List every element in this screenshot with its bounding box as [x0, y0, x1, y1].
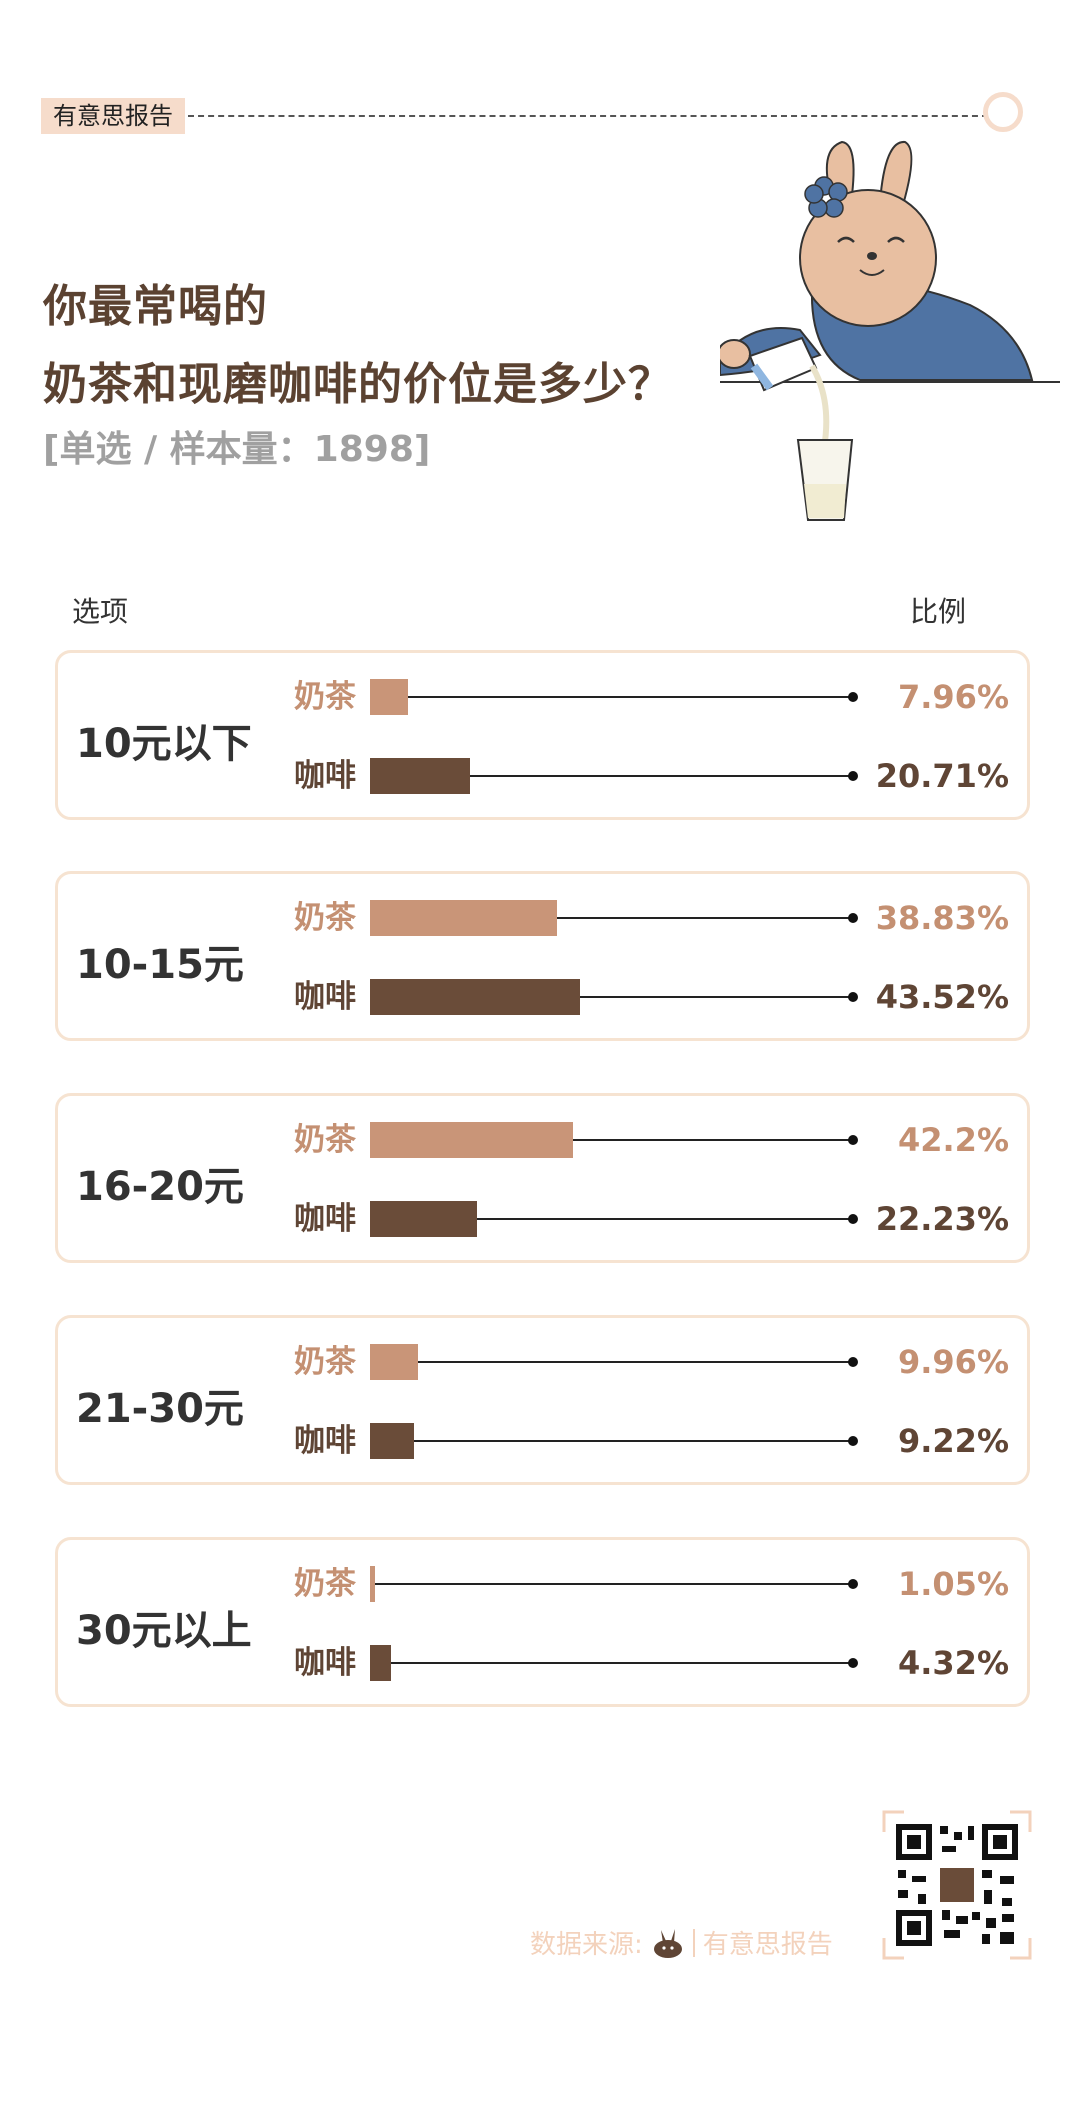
track-end-dot — [848, 913, 858, 923]
category-panel: 10元以下 奶茶 7.96% 咖啡 20.71% — [55, 650, 1030, 820]
category-panel: 10-15元 奶茶 38.83% 咖啡 43.52% — [55, 871, 1030, 1041]
value-label: 38.83% — [875, 899, 1009, 937]
bar-row-coffee: 咖啡 9.22% — [58, 1421, 1027, 1461]
value-label: 9.96% — [897, 1343, 1009, 1381]
category-label: 30元以上 — [76, 1608, 252, 1654]
bar-coffee — [370, 979, 580, 1015]
track-end-dot — [848, 1214, 858, 1224]
track-end-dot — [848, 1436, 858, 1446]
source-label: 数据来源: — [530, 1930, 643, 1960]
rabbit-mascot-icon — [720, 140, 1060, 521]
brand-tag: 有意思报告 — [41, 98, 185, 134]
header-dashed-line — [188, 115, 988, 117]
track-end-dot — [848, 771, 858, 781]
series-label: 咖啡 — [294, 758, 356, 794]
value-label: 1.05% — [897, 1565, 1009, 1603]
column-header-ratio: 比例 — [910, 595, 967, 628]
series-label: 咖啡 — [294, 1201, 356, 1237]
category-label: 10元以下 — [76, 721, 252, 767]
series-label: 奶茶 — [294, 1566, 356, 1602]
bar-row-tea: 奶茶 7.96% — [58, 677, 1027, 717]
value-label: 9.22% — [897, 1422, 1009, 1460]
category-panel: 30元以上 奶茶 1.05% 咖啡 4.32% — [55, 1537, 1030, 1707]
bar-track — [370, 917, 852, 919]
bar-coffee — [370, 1645, 391, 1681]
series-label: 咖啡 — [294, 979, 356, 1015]
rabbit-logo-icon — [653, 1928, 682, 1958]
header-end-circle — [983, 92, 1023, 132]
bar-track — [370, 696, 852, 698]
bar-track — [370, 1361, 852, 1363]
category-label: 16-20元 — [76, 1164, 244, 1210]
series-label: 奶茶 — [294, 679, 356, 715]
bar-coffee — [370, 1423, 415, 1459]
series-label: 奶茶 — [294, 900, 356, 936]
bar-tea — [370, 1344, 418, 1380]
page-title-line-2: 奶茶和现磨咖啡的价位是多少？ — [43, 359, 673, 410]
bar-row-tea: 奶茶 1.05% — [58, 1564, 1027, 1604]
category-label: 21-30元 — [76, 1386, 244, 1432]
category-panel: 21-30元 奶茶 9.96% 咖啡 9.22% — [55, 1315, 1030, 1485]
page-title-line-1: 你最常喝的 — [43, 281, 268, 332]
bar-row-tea: 奶茶 9.96% — [58, 1342, 1027, 1382]
bar-row-tea: 奶茶 42.2% — [58, 1120, 1027, 1160]
track-end-dot — [848, 1135, 858, 1145]
series-label: 奶茶 — [294, 1122, 356, 1158]
bar-row-coffee: 咖啡 4.32% — [58, 1643, 1027, 1683]
bar-track — [370, 1139, 852, 1141]
value-label: 20.71% — [875, 757, 1009, 795]
value-label: 43.52% — [875, 978, 1009, 1016]
bar-track — [370, 1440, 852, 1442]
bar-tea — [370, 679, 409, 715]
qr-code-icon[interactable] — [882, 1810, 1032, 1960]
bar-row-coffee: 咖啡 20.71% — [58, 756, 1027, 796]
page-subtitle: [单选 / 样本量：1898] — [43, 429, 431, 470]
track-end-dot — [848, 1357, 858, 1367]
bar-coffee — [370, 758, 470, 794]
value-label: 4.32% — [897, 1644, 1009, 1682]
track-end-dot — [848, 1658, 858, 1668]
bar-tea — [370, 1566, 376, 1602]
bar-track — [370, 996, 852, 998]
track-end-dot — [848, 1579, 858, 1589]
series-label: 咖啡 — [294, 1645, 356, 1681]
source-name: 有意思报告 — [702, 1930, 833, 1960]
series-label: 咖啡 — [294, 1423, 356, 1459]
series-label: 奶茶 — [294, 1344, 356, 1380]
source-separator — [692, 1928, 695, 1957]
bar-row-coffee: 咖啡 22.23% — [58, 1199, 1027, 1239]
data-source: 数据来源: 有意思报告 — [530, 1924, 833, 1961]
category-label: 10-15元 — [76, 942, 244, 988]
bar-track — [370, 1218, 852, 1220]
bar-track — [370, 1583, 852, 1585]
value-label: 7.96% — [897, 678, 1009, 716]
value-label: 42.2% — [897, 1121, 1009, 1159]
bar-tea — [370, 900, 558, 936]
bar-track — [370, 775, 852, 777]
column-header-option: 选项 — [72, 595, 129, 628]
bar-row-coffee: 咖啡 43.52% — [58, 977, 1027, 1017]
bar-track — [370, 1662, 852, 1664]
value-label: 22.23% — [875, 1200, 1009, 1238]
track-end-dot — [848, 692, 858, 702]
bar-coffee — [370, 1201, 478, 1237]
track-end-dot — [848, 992, 858, 1002]
bar-row-tea: 奶茶 38.83% — [58, 898, 1027, 938]
bar-tea — [370, 1122, 574, 1158]
category-panel: 16-20元 奶茶 42.2% 咖啡 22.23% — [55, 1093, 1030, 1263]
